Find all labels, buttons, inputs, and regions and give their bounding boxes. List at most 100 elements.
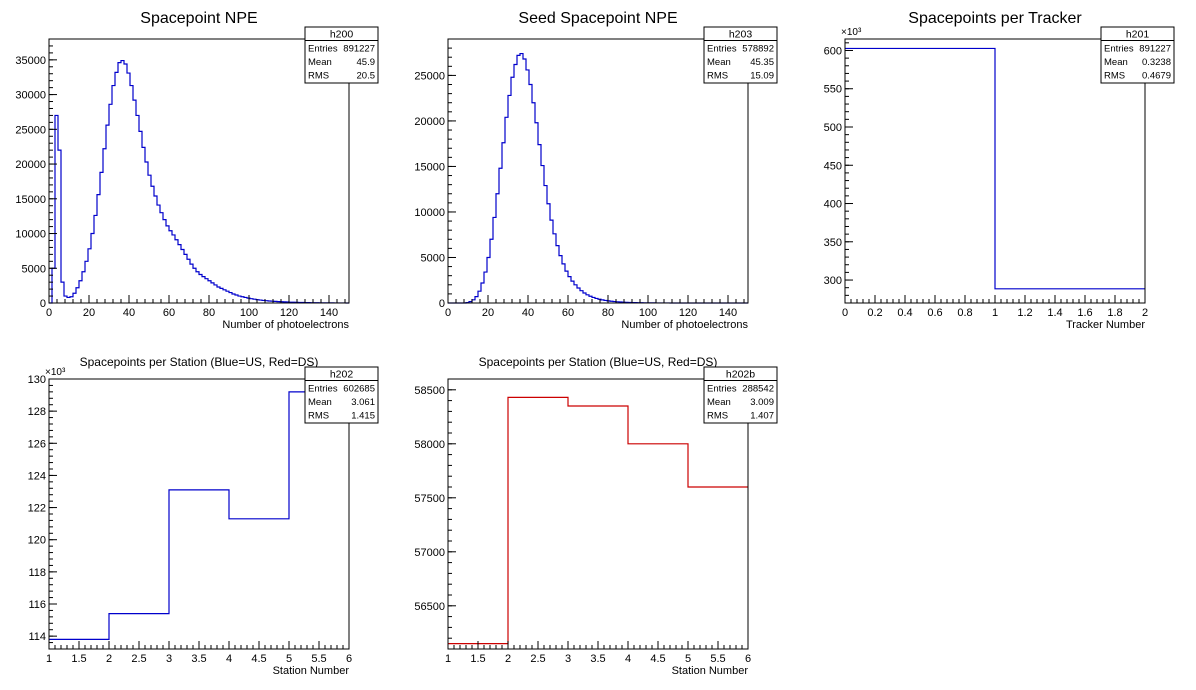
x-tick-label: 20 — [482, 307, 494, 319]
y-tick-label: 20000 — [414, 116, 445, 128]
stats-box-frame — [304, 26, 379, 84]
histogram-bin — [160, 213, 163, 303]
histogram-bin — [184, 254, 187, 303]
stats-box: h202b Entries 288542 Mean 3.009 RMS 1.407 — [703, 366, 778, 424]
histogram-bin — [103, 149, 106, 303]
x-tick-label: 0.6 — [927, 307, 942, 319]
histogram-bin — [145, 162, 148, 303]
histogram-bin — [157, 205, 160, 303]
x-tick-label: 100 — [639, 307, 657, 319]
histogram-bin — [175, 240, 178, 303]
x-tick-label: 0 — [842, 307, 848, 319]
histogram-bin — [535, 123, 538, 303]
y-tick-label: 500 — [824, 122, 842, 134]
chart-title: Seed Spacepoint NPE — [518, 10, 677, 27]
x-tick-label: 1.2 — [1017, 307, 1032, 319]
histogram-bin — [229, 519, 289, 649]
stats-row-value: 3.009 — [750, 397, 774, 408]
stats-row-value: 602685 — [343, 384, 375, 395]
stats-box-name: h201 — [1126, 29, 1150, 41]
stats-row-label: Mean — [308, 397, 332, 408]
histogram-bin — [115, 72, 118, 303]
x-axis-label: Station Number — [672, 665, 749, 677]
histogram-bin — [253, 299, 256, 303]
histogram-bin — [568, 406, 628, 649]
x-tick-label: 2 — [1142, 307, 1148, 319]
x-tick-label: 3 — [166, 653, 172, 665]
x-tick-label: 120 — [679, 307, 697, 319]
stats-row-label: Mean — [308, 57, 332, 68]
y-tick-label: 124 — [28, 470, 46, 482]
y-tick-label: 0 — [40, 298, 46, 310]
y-tick-label: 118 — [28, 567, 46, 579]
histogram-bin — [151, 186, 154, 303]
x-tick-label: 0.4 — [897, 307, 912, 319]
stats-row-label: Mean — [707, 397, 731, 408]
y-tick-label: 5000 — [421, 252, 445, 264]
histogram-bin — [520, 54, 523, 303]
stats-row-label: Mean — [707, 57, 731, 68]
histogram-bin — [529, 85, 532, 303]
y-tick-label: 450 — [824, 160, 842, 172]
x-tick-label: 120 — [280, 307, 298, 319]
x-tick-label: 2.5 — [131, 653, 146, 665]
y-tick-label: 550 — [824, 84, 842, 96]
plot-frame — [447, 38, 749, 304]
stats-row-value: 891227 — [1139, 44, 1171, 55]
histogram-bin — [538, 145, 541, 303]
histogram-bin — [475, 297, 478, 303]
histogram-bin — [688, 487, 748, 649]
stats-row-label: Entries — [707, 44, 737, 55]
y-tick-label: 25000 — [15, 124, 46, 136]
histogram-bin — [220, 288, 223, 303]
stats-row-value: 3.061 — [351, 397, 375, 408]
histogram-bin — [154, 196, 157, 303]
stats-row-value: 578892 — [742, 44, 774, 55]
stats-box-name: h203 — [729, 29, 753, 41]
x-tick-label: 2.5 — [530, 653, 545, 665]
x-tick-label: 0 — [445, 307, 451, 319]
x-tick-label: 2 — [106, 653, 112, 665]
histogram-bin — [169, 490, 229, 649]
x-tick-label: 40 — [123, 307, 135, 319]
y-tick-label: 30000 — [15, 90, 46, 102]
x-tick-label: 6 — [346, 653, 352, 665]
histogram-pad-1: Spacepoint NPE 0 20 40 60 80 100 120 140 0 5000 100… — [15, 10, 379, 331]
histogram-bin — [52, 268, 55, 303]
x-tick-label: 40 — [522, 307, 534, 319]
histogram-bin — [118, 63, 121, 303]
y-axis-exponent: ×10³ — [841, 27, 862, 38]
y-tick-label: 130 — [28, 374, 46, 386]
x-tick-label: 1 — [46, 653, 52, 665]
y-tick-label: 15000 — [414, 161, 445, 173]
stats-box-frame — [703, 366, 778, 424]
y-tick-label: 35000 — [15, 55, 46, 67]
x-tick-label: 1 — [992, 307, 998, 319]
stats-row-label: RMS — [308, 411, 329, 422]
x-tick-label: 3.5 — [191, 653, 206, 665]
x-tick-label: 140 — [719, 307, 737, 319]
histogram-bin — [91, 234, 94, 303]
histogram-bin — [178, 245, 181, 303]
histogram-bin — [235, 295, 238, 303]
stats-row-value: 0.4679 — [1142, 71, 1171, 82]
stats-row-label: Mean — [1104, 57, 1128, 68]
stats-row-label: Entries — [308, 384, 338, 395]
y-tick-label: 57000 — [414, 547, 445, 559]
histogram-bin — [202, 277, 205, 303]
histogram-bin — [517, 55, 520, 303]
stats-row-label: RMS — [707, 411, 728, 422]
histogram-bin — [106, 125, 109, 303]
histogram-bin — [526, 70, 529, 303]
y-tick-label: 126 — [28, 438, 46, 450]
x-axis-label: Station Number — [273, 665, 350, 677]
y-tick-label: 57500 — [414, 493, 445, 505]
histogram-bin — [229, 293, 232, 303]
histogram-bin — [562, 264, 565, 303]
y-tick-label: 116 — [28, 599, 46, 611]
histogram-bin — [541, 166, 544, 303]
histogram-bin — [142, 147, 145, 303]
stats-box-name: h202 — [330, 369, 354, 381]
x-tick-label: 0 — [46, 307, 52, 319]
histogram-bin — [484, 272, 487, 303]
